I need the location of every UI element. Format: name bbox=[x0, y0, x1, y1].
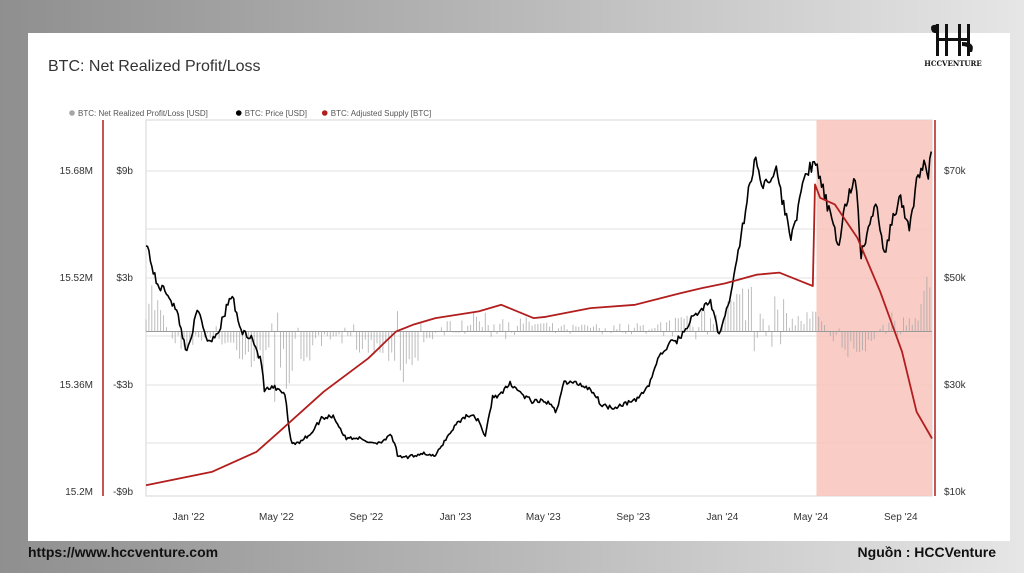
grid bbox=[145, 119, 933, 497]
line-series bbox=[145, 151, 933, 487]
nrpl-tick-label: $3b bbox=[116, 273, 133, 284]
x-tick-label: May '24 bbox=[794, 512, 829, 523]
legend-marker bbox=[235, 110, 242, 116]
nrpl-tick-label: $9b bbox=[116, 166, 133, 177]
price-tick-label: $70k bbox=[944, 166, 967, 177]
supply-tick-label: 15.2M bbox=[65, 487, 93, 498]
x-tick-label: Sep '23 bbox=[616, 512, 650, 523]
website-url[interactable]: https://www.hccventure.com bbox=[28, 544, 219, 560]
highlight-layer bbox=[816, 120, 932, 496]
supply-tick-label: 15.52M bbox=[60, 273, 93, 284]
price-tick-label: $10k bbox=[944, 487, 967, 498]
price-line bbox=[145, 151, 933, 460]
axes: 15.68M 15.52M 15.36M 15.2M $9b $3b -$3b -$9b $70… bbox=[60, 120, 967, 523]
supply-tick-label: 15.36M bbox=[60, 380, 93, 391]
chart-title: BTC: Net Realized Profit/Loss bbox=[48, 58, 261, 75]
nrpl-tick-label: -$3b bbox=[113, 380, 133, 391]
legend-label: BTC: Net Realized Profit/Loss [USD] bbox=[78, 109, 208, 118]
x-tick-label: Sep '24 bbox=[884, 512, 918, 523]
x-tick-label: Jan '24 bbox=[706, 512, 738, 523]
legend-marker bbox=[321, 110, 328, 116]
x-tick-label: Jan '23 bbox=[440, 512, 472, 523]
x-tick-label: Jan '22 bbox=[173, 512, 205, 523]
hh-monogram-icon bbox=[931, 24, 973, 56]
x-tick-label: May '22 bbox=[259, 512, 294, 523]
nrpl-tick-label: -$9b bbox=[113, 487, 133, 498]
plot-frame bbox=[145, 119, 933, 497]
hccventure-logo: HCCVENTURE bbox=[918, 22, 988, 70]
highlight-region bbox=[816, 120, 932, 496]
source-credit: Nguồn : HCCVenture bbox=[857, 544, 996, 560]
price-tick-label: $30k bbox=[944, 380, 967, 391]
supply-tick-label: 15.68M bbox=[60, 166, 93, 177]
price-tick-label: $50k bbox=[944, 273, 967, 284]
legend-label: BTC: Adjusted Supply [BTC] bbox=[331, 109, 432, 118]
legend-label: BTC: Price [USD] bbox=[245, 109, 307, 118]
legend: BTC: Net Realized Profit/Loss [USD] BTC: … bbox=[69, 109, 431, 118]
legend-marker bbox=[69, 110, 75, 116]
x-tick-label: May '23 bbox=[526, 512, 561, 523]
nrpl-bars bbox=[145, 276, 931, 402]
supply-line bbox=[145, 183, 933, 487]
logo-text: HCCVENTURE bbox=[924, 59, 982, 68]
x-tick-label: Sep '22 bbox=[350, 512, 384, 523]
nrpl-series bbox=[145, 276, 932, 402]
